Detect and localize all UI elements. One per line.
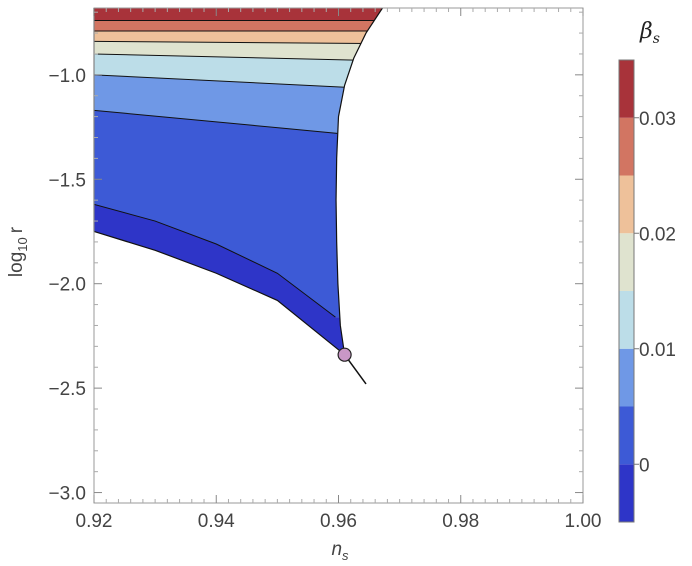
colorbar-band bbox=[619, 291, 634, 349]
x-tick-label: 0.92 bbox=[76, 511, 113, 532]
region-right-boundary bbox=[335, 7, 384, 355]
contour-line bbox=[94, 53, 360, 61]
colorbar-band bbox=[619, 175, 634, 234]
contour-band bbox=[94, 8, 383, 21]
contour-line bbox=[94, 109, 338, 134]
axis-ticks: 0.92 0.94 0.96 0.98 1.00 −1.0 −1.5 −2.0 −2.5 −3.0 bbox=[48, 8, 601, 532]
contour-bands bbox=[94, 8, 383, 355]
colorbar-band bbox=[619, 464, 634, 522]
colorbar-tick-label: 0.02 bbox=[639, 224, 676, 245]
colorbar-border bbox=[618, 59, 635, 523]
x-tick-label: 0.94 bbox=[198, 511, 235, 532]
colorbar-band bbox=[619, 60, 634, 118]
contour-line bbox=[94, 40, 368, 45]
colorbar-tick-label: 0.03 bbox=[639, 109, 676, 130]
legend-title: βs bbox=[639, 19, 660, 47]
colorbar-legend: 0 0.01 0.02 0.03 bbox=[618, 59, 676, 523]
y-tick-label: −1.5 bbox=[48, 170, 86, 191]
colorbar-band bbox=[619, 117, 634, 176]
y-tick-label: −2.0 bbox=[48, 275, 86, 296]
region-bottom-boundary bbox=[93, 230, 345, 356]
x-axis-label: ns bbox=[331, 539, 349, 563]
colorbar-tick-label: 0.01 bbox=[639, 340, 676, 361]
contour-band bbox=[94, 30, 383, 44]
marker-point bbox=[337, 347, 352, 362]
colorbar-band bbox=[619, 233, 634, 291]
contour-line bbox=[94, 74, 348, 88]
x-tick-label: 0.98 bbox=[442, 511, 479, 532]
y-tick-label: −3.0 bbox=[48, 484, 86, 505]
y-tick-label: −2.5 bbox=[48, 379, 86, 400]
contour-line bbox=[94, 203, 336, 318]
x-tick-label: 1.00 bbox=[565, 511, 602, 532]
contour-band bbox=[94, 20, 383, 31]
colorbar-band bbox=[619, 348, 634, 407]
colorbar-tick-label: 0 bbox=[639, 455, 650, 476]
y-axis-label: log10r bbox=[6, 226, 30, 277]
contour-region bbox=[93, 7, 384, 385]
colorbar-band bbox=[619, 406, 634, 465]
y-tick-label: −1.0 bbox=[48, 66, 86, 87]
x-tick-label: 0.96 bbox=[320, 511, 357, 532]
